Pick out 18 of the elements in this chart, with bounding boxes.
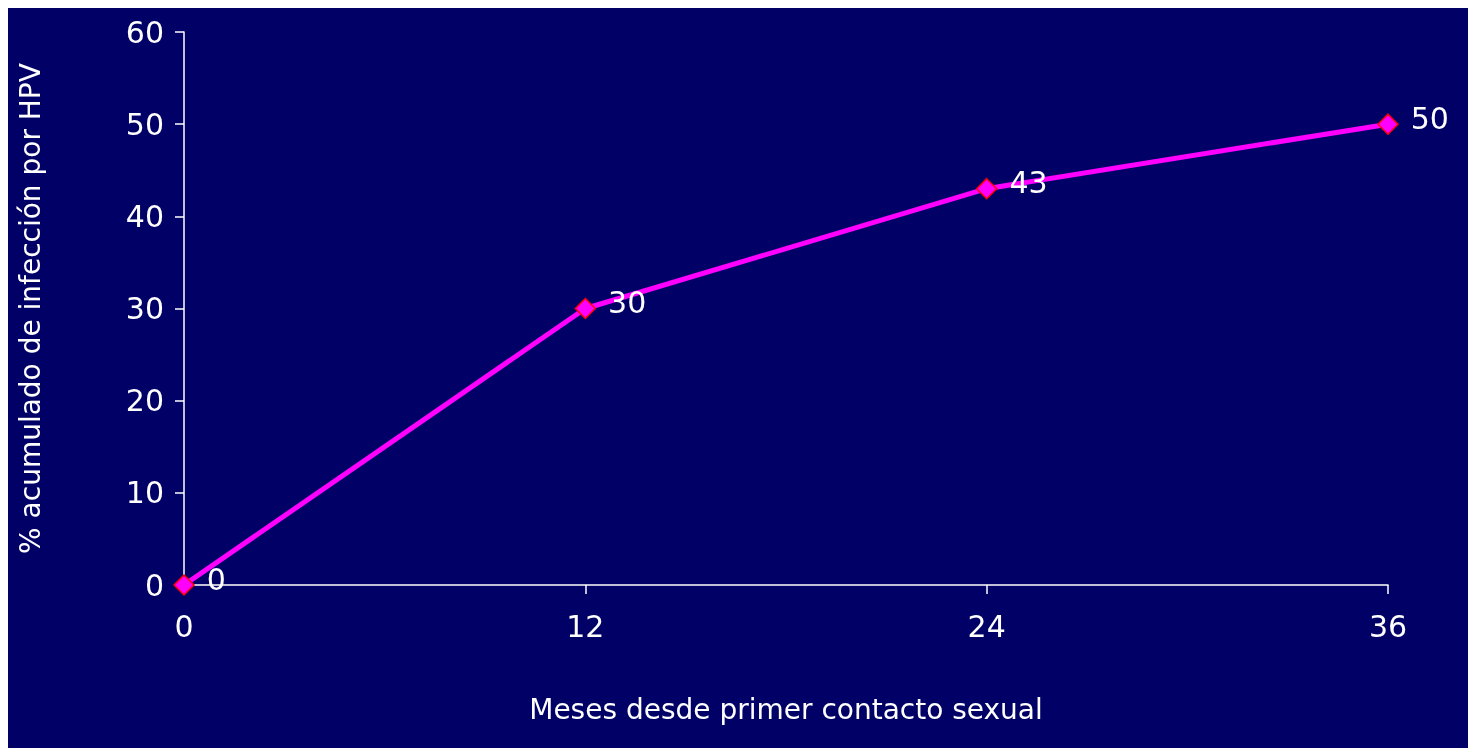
point [975, 177, 998, 200]
point [1377, 113, 1399, 135]
y-axis-title: % acumulado de infección por HPV [13, 63, 47, 554]
y-tick-label: 10 [125, 475, 164, 511]
x-tick-label: 24 [967, 608, 1006, 644]
x-axis-title: Meses desde primer contacto sexual [529, 692, 1043, 726]
x-tick-label: 0 [174, 608, 194, 644]
y-tick-label: 50 [125, 106, 164, 142]
x-tick-label: 12 [566, 608, 605, 644]
point [574, 297, 597, 320]
data-label: 50 [1410, 100, 1449, 136]
y-tick-label: 60 [125, 14, 164, 50]
y-tick-label: 40 [125, 198, 164, 234]
y-tick-label: 30 [125, 291, 164, 326]
y-tick-label: 20 [125, 383, 164, 419]
point [173, 574, 195, 596]
y-tick-label: 0 [144, 567, 164, 603]
x-tick-label: 36 [1368, 608, 1408, 644]
